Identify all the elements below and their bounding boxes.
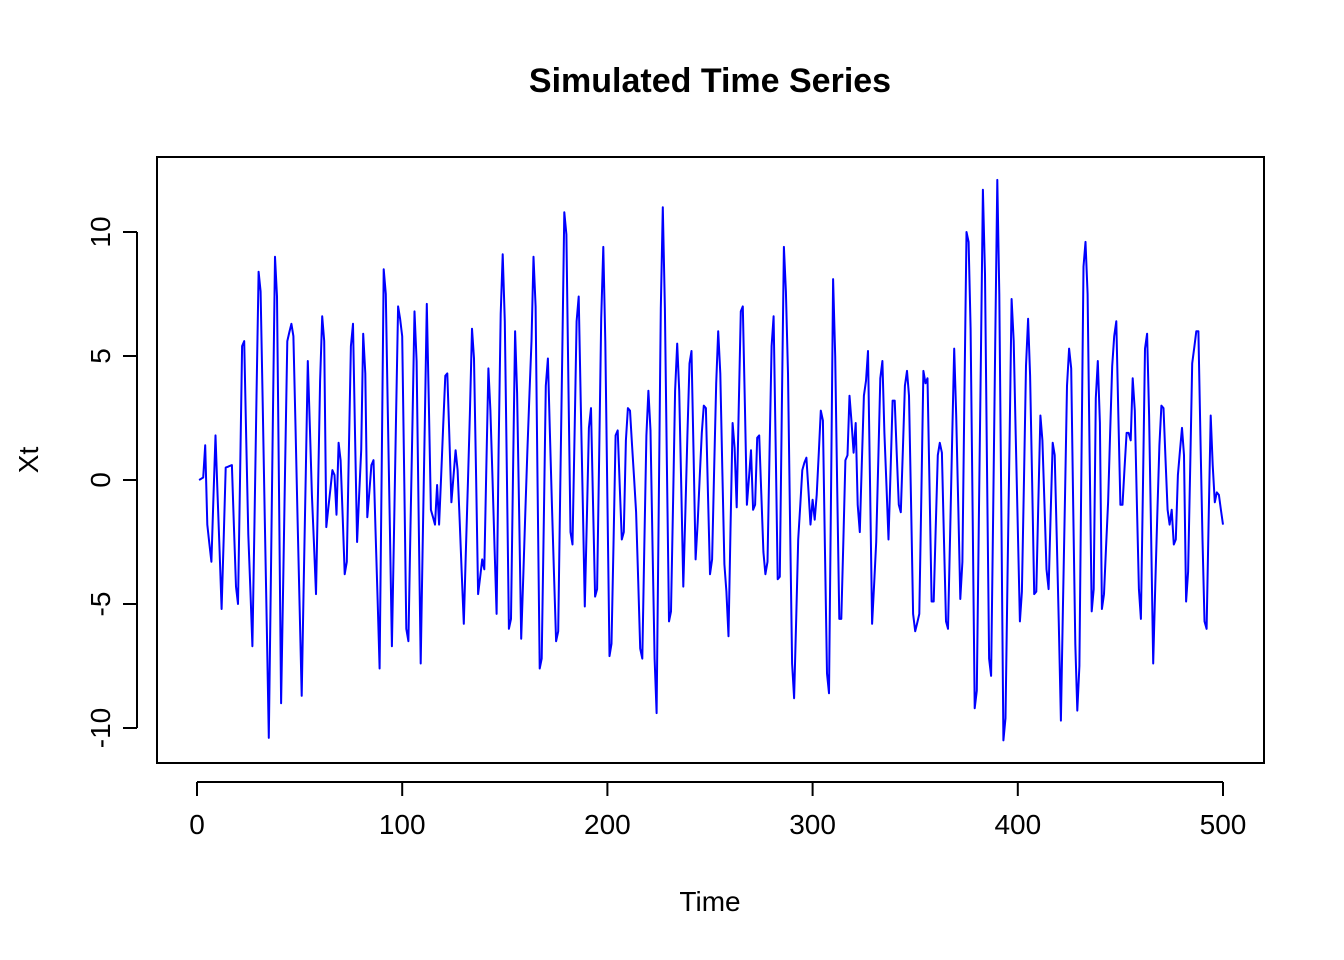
y-axis-label: Xt	[13, 447, 44, 474]
x-axis-label: Time	[679, 886, 740, 917]
x-tick-label: 300	[789, 809, 836, 840]
plot-frame	[156, 156, 1265, 764]
y-axis: -10 -5 0 5 10	[85, 216, 138, 748]
chart-title: Simulated Time Series	[529, 62, 891, 100]
y-tick-label: 5	[85, 348, 116, 364]
x-tick-label: 200	[584, 809, 631, 840]
y-tick-label: 0	[85, 472, 116, 488]
x-tick-label: 100	[379, 809, 426, 840]
x-tick-label: 400	[994, 809, 1041, 840]
x-tick-label: 500	[1200, 809, 1247, 840]
y-tick-label: 10	[85, 216, 116, 247]
y-tick-label: -5	[85, 592, 116, 617]
x-axis: 0 100 200 300 400 500	[189, 781, 1247, 840]
y-tick-label: -10	[85, 708, 116, 748]
x-tick-label: 0	[189, 809, 205, 840]
series-line	[198, 178, 1224, 742]
